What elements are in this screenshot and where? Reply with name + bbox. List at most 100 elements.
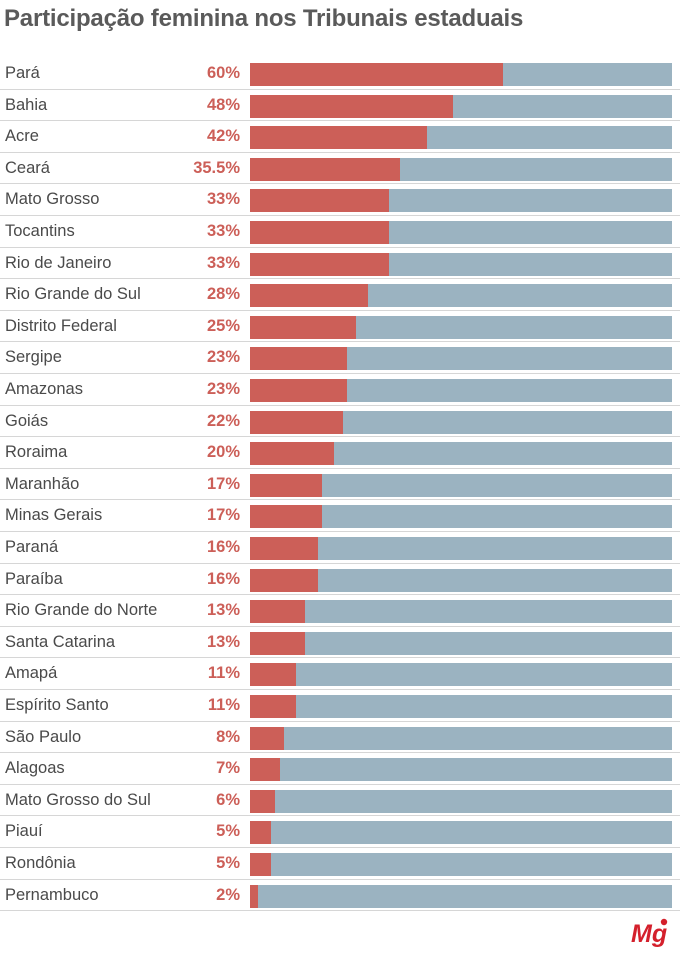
row-separator bbox=[0, 846, 680, 848]
row-separator bbox=[0, 688, 680, 690]
percent-label: 33% bbox=[206, 222, 240, 240]
percent-label: 13% bbox=[206, 632, 240, 651]
state-label: São Paulo bbox=[5, 727, 82, 746]
bar-row: Espírito Santo 11% bbox=[0, 690, 680, 722]
bar-row: Distrito Federal 25% bbox=[0, 311, 680, 343]
bar-row: Alagoas 7% bbox=[0, 753, 680, 785]
percent-label: 17% bbox=[206, 474, 240, 493]
state-label: Distrito Federal bbox=[5, 316, 117, 335]
state-label: Goiás bbox=[5, 411, 49, 430]
row-separator bbox=[0, 530, 680, 532]
bar-fill bbox=[250, 600, 305, 624]
state-label: Roraima bbox=[5, 443, 68, 462]
row-separator bbox=[0, 752, 680, 754]
bar-track bbox=[250, 157, 672, 181]
bar-row: Sergipe 23% bbox=[0, 342, 680, 374]
row-separator bbox=[0, 404, 680, 406]
bar-fill bbox=[250, 315, 356, 339]
bar-fill bbox=[250, 379, 348, 402]
percent-label: 11% bbox=[207, 664, 240, 683]
state-label: Acre bbox=[5, 127, 39, 146]
percent-label: 11% bbox=[207, 696, 240, 714]
bar-track bbox=[250, 284, 672, 308]
bar-row: Paraná 16% bbox=[0, 532, 680, 564]
bar-track bbox=[250, 379, 672, 402]
bar-track bbox=[250, 126, 672, 150]
bar-track bbox=[250, 63, 672, 86]
state-label: Sergipe bbox=[5, 348, 62, 367]
bar-track bbox=[250, 189, 672, 213]
bar-row: Tocantins 33% bbox=[0, 216, 680, 248]
row-separator bbox=[0, 372, 680, 374]
bar-row: Paraíba 16% bbox=[0, 564, 680, 596]
row-separator bbox=[0, 341, 680, 343]
state-label: Rio de Janeiro bbox=[5, 253, 112, 272]
state-label: Amapá bbox=[5, 664, 58, 683]
state-label: Amazonas bbox=[5, 380, 83, 398]
bar-fill bbox=[250, 126, 428, 150]
row-separator bbox=[0, 657, 680, 659]
bar-row: Rio Grande do Sul 28% bbox=[0, 279, 680, 311]
bar-track bbox=[250, 505, 672, 529]
state-label: Rio Grande do Norte bbox=[5, 601, 158, 620]
bar-row: Amazonas 23% bbox=[0, 374, 680, 406]
state-label: Bahia bbox=[5, 95, 48, 114]
state-label: Rondônia bbox=[5, 854, 76, 872]
percent-label: 5% bbox=[216, 854, 240, 872]
row-separator bbox=[0, 499, 680, 501]
percent-label: 13% bbox=[206, 601, 240, 620]
percent-label: 25% bbox=[206, 316, 240, 335]
row-separator bbox=[0, 88, 680, 90]
bar-fill bbox=[250, 63, 504, 86]
row-separator bbox=[0, 246, 680, 248]
bar-fill bbox=[250, 853, 272, 876]
bar-row: Acre 42% bbox=[0, 121, 680, 153]
bar-fill bbox=[250, 473, 322, 497]
bar-fill bbox=[250, 442, 335, 466]
percent-label: 17% bbox=[206, 506, 240, 525]
bar-track bbox=[250, 537, 672, 560]
bar-row: Rio Grande do Norte 13% bbox=[0, 595, 680, 627]
bar-fill bbox=[250, 189, 390, 213]
row-separator bbox=[0, 910, 680, 912]
bar-fill bbox=[250, 252, 390, 276]
bar-track bbox=[250, 884, 672, 908]
bar-fill bbox=[250, 410, 343, 434]
row-separator bbox=[0, 214, 680, 216]
bar-row: Roraima 20% bbox=[0, 437, 680, 469]
row-separator bbox=[0, 720, 680, 722]
row-separator bbox=[0, 625, 680, 627]
percent-label: 28% bbox=[206, 285, 240, 304]
state-label: Tocantins bbox=[5, 222, 75, 240]
percent-label: 8% bbox=[216, 727, 240, 746]
percent-label: 42% bbox=[206, 127, 240, 146]
state-label: Paraná bbox=[5, 538, 59, 556]
row-separator bbox=[0, 594, 680, 596]
bar-track bbox=[250, 410, 672, 434]
bar-track bbox=[250, 94, 672, 118]
percent-label: 16% bbox=[206, 538, 240, 556]
percent-label: 7% bbox=[216, 759, 240, 778]
mg-logo-icon: Mg bbox=[631, 918, 668, 948]
bar-track bbox=[250, 631, 672, 655]
row-separator bbox=[0, 815, 680, 817]
bar-fill bbox=[250, 758, 280, 782]
state-label: Pará bbox=[5, 64, 40, 82]
percent-label: 2% bbox=[216, 885, 240, 904]
row-separator bbox=[0, 783, 680, 785]
bar-row: Mato Grosso 33% bbox=[0, 184, 680, 216]
state-label: Maranhão bbox=[5, 474, 80, 493]
row-separator bbox=[0, 436, 680, 438]
row-separator bbox=[0, 120, 680, 122]
row-separator bbox=[0, 278, 680, 280]
bar-track bbox=[250, 726, 672, 750]
bar-track bbox=[250, 568, 672, 592]
bar-row: Amapá 11% bbox=[0, 658, 680, 690]
bar-row: São Paulo 8% bbox=[0, 722, 680, 754]
bar-fill bbox=[250, 695, 297, 718]
brand-logo: Mg bbox=[630, 916, 674, 952]
bar-track bbox=[250, 442, 672, 466]
state-label: Mato Grosso do Sul bbox=[5, 790, 151, 809]
percent-label: 22% bbox=[206, 411, 240, 430]
bar-fill bbox=[250, 537, 318, 560]
